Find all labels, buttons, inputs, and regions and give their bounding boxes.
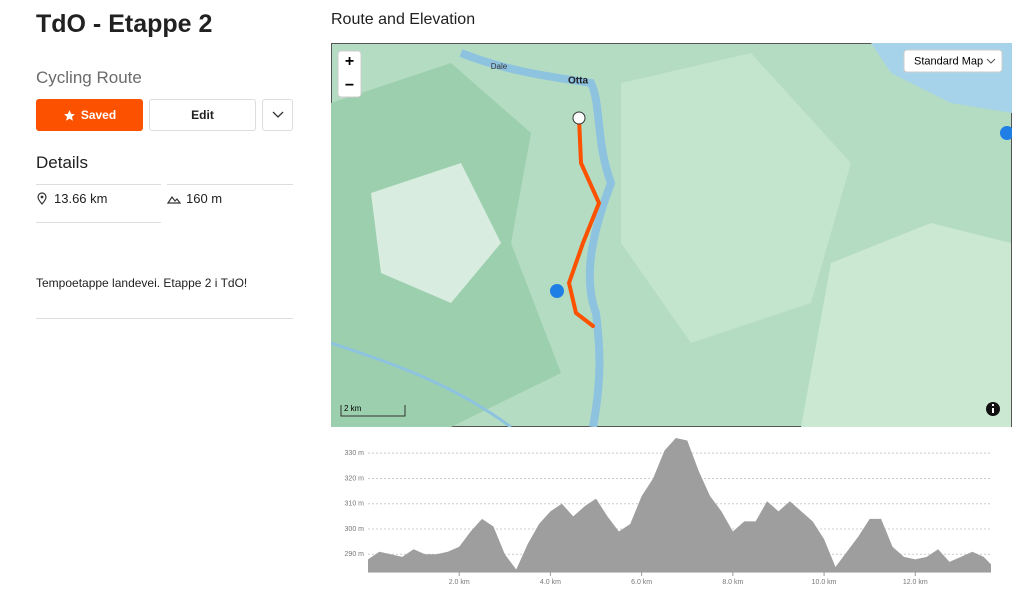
divider xyxy=(36,222,161,223)
more-button[interactable] xyxy=(262,99,293,131)
y-tick-label: 300 m xyxy=(345,526,365,533)
zoom-in[interactable]: + xyxy=(345,53,354,70)
river xyxy=(331,341,512,427)
x-tick-label: 6.0 km xyxy=(631,579,652,586)
y-tick-label: 330 m xyxy=(345,450,365,457)
x-tick-label: 12.0 km xyxy=(903,579,928,586)
distance-value: 13.66 km xyxy=(54,191,108,206)
zoom-control xyxy=(337,50,362,98)
route-title: TdO - Etappe 2 xyxy=(36,10,213,38)
section-heading: Route and Elevation xyxy=(331,11,476,28)
edit-button[interactable]: Edit xyxy=(149,99,256,131)
y-tick-label: 310 m xyxy=(345,501,365,508)
y-tick-label: 290 m xyxy=(345,551,365,558)
photo-marker[interactable] xyxy=(550,284,564,298)
route-start xyxy=(572,111,586,125)
place-label: Otta xyxy=(568,76,588,87)
photo-marker[interactable] xyxy=(1000,126,1012,140)
terrain xyxy=(621,53,851,343)
description: Tempoetappe landevei. Etappe 2 i TdO! xyxy=(36,276,248,290)
x-tick-label: 8.0 km xyxy=(722,579,743,586)
route-type: Cycling Route xyxy=(36,68,142,87)
terrain xyxy=(801,223,1011,427)
star-icon xyxy=(63,109,75,121)
distance-stat: 13.66 km xyxy=(36,191,107,206)
edit-label: Edit xyxy=(191,108,214,122)
river xyxy=(459,49,616,427)
map[interactable]: Dale Otta + − Standard Map 2 km xyxy=(331,43,1012,427)
x-tick-label: 4.0 km xyxy=(540,579,561,586)
x-tick-label: 10.0 km xyxy=(812,579,837,586)
map-style-label: Standard Map xyxy=(914,55,983,67)
elevation-chart: 290 m 300 m 310 m 320 m 330 m 2.0 km 4.0 km 6.0… xyxy=(345,438,991,586)
scale-label: 2 km xyxy=(344,404,362,413)
divider xyxy=(167,184,293,185)
info-glyph xyxy=(992,408,994,413)
zoom-out[interactable]: − xyxy=(345,77,354,94)
chevron-icon xyxy=(272,111,283,118)
saved-button[interactable]: Saved xyxy=(36,99,143,131)
divider xyxy=(36,318,293,319)
terrain xyxy=(371,163,501,303)
divider xyxy=(36,184,161,185)
elevation-area xyxy=(368,438,991,572)
map-style-select[interactable] xyxy=(903,49,1003,73)
pin-icon xyxy=(37,192,47,205)
details-heading: Details xyxy=(36,153,88,172)
elevation-value: 160 m xyxy=(186,191,223,206)
x-tick-label: 2.0 km xyxy=(449,579,470,586)
y-tick-label: 320 m xyxy=(345,475,365,482)
chevron-icon xyxy=(986,58,996,64)
route-line xyxy=(566,116,602,328)
mountain-icon xyxy=(167,195,181,204)
scale-bar xyxy=(340,405,406,417)
elevation-stat: 160 m xyxy=(167,191,222,206)
place-label: Dale xyxy=(491,62,508,71)
info-glyph xyxy=(992,404,994,406)
saved-label: Saved xyxy=(80,108,117,122)
